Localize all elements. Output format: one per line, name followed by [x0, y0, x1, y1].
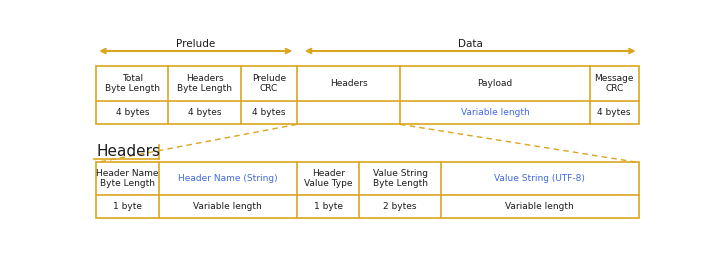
- Text: 1 byte: 1 byte: [113, 202, 142, 211]
- Text: Payload: Payload: [478, 79, 513, 88]
- Text: Message
CRC: Message CRC: [594, 74, 634, 93]
- Text: Header Name (String): Header Name (String): [178, 174, 277, 183]
- Text: 4 bytes: 4 bytes: [252, 108, 285, 117]
- Text: Variable length: Variable length: [505, 202, 574, 211]
- Text: Variable length: Variable length: [460, 108, 529, 117]
- Text: Headers
Byte Length: Headers Byte Length: [177, 74, 232, 93]
- Text: Value String (UTF-8): Value String (UTF-8): [494, 174, 585, 183]
- Text: Data: Data: [458, 39, 483, 49]
- Text: 4 bytes: 4 bytes: [597, 108, 631, 117]
- Text: Headers: Headers: [96, 144, 161, 159]
- Text: 1 byte: 1 byte: [313, 202, 343, 211]
- Text: Headers: Headers: [330, 79, 367, 88]
- Text: 4 bytes: 4 bytes: [188, 108, 222, 117]
- Text: Header Name
Byte Length: Header Name Byte Length: [96, 169, 158, 188]
- Bar: [96, 66, 639, 124]
- Text: Header
Value Type: Header Value Type: [304, 169, 352, 188]
- Text: Prelude
CRC: Prelude CRC: [252, 74, 286, 93]
- Text: 4 bytes: 4 bytes: [115, 108, 149, 117]
- Text: Total
Byte Length: Total Byte Length: [105, 74, 160, 93]
- Text: Variable length: Variable length: [194, 202, 262, 211]
- Bar: [96, 163, 639, 218]
- Text: Prelude: Prelude: [176, 39, 215, 49]
- Text: 2 bytes: 2 bytes: [384, 202, 417, 211]
- Text: Value String
Byte Length: Value String Byte Length: [373, 169, 427, 188]
